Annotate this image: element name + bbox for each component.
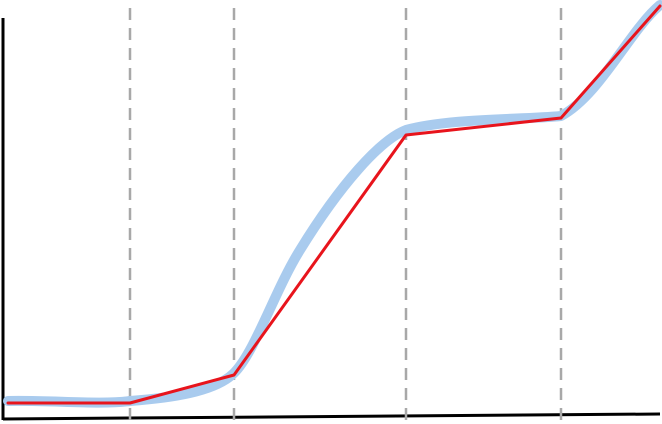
piecewise-linear-line — [6, 4, 662, 405]
smooth-curve — [3, 0, 662, 408]
x-axis — [2, 412, 661, 421]
